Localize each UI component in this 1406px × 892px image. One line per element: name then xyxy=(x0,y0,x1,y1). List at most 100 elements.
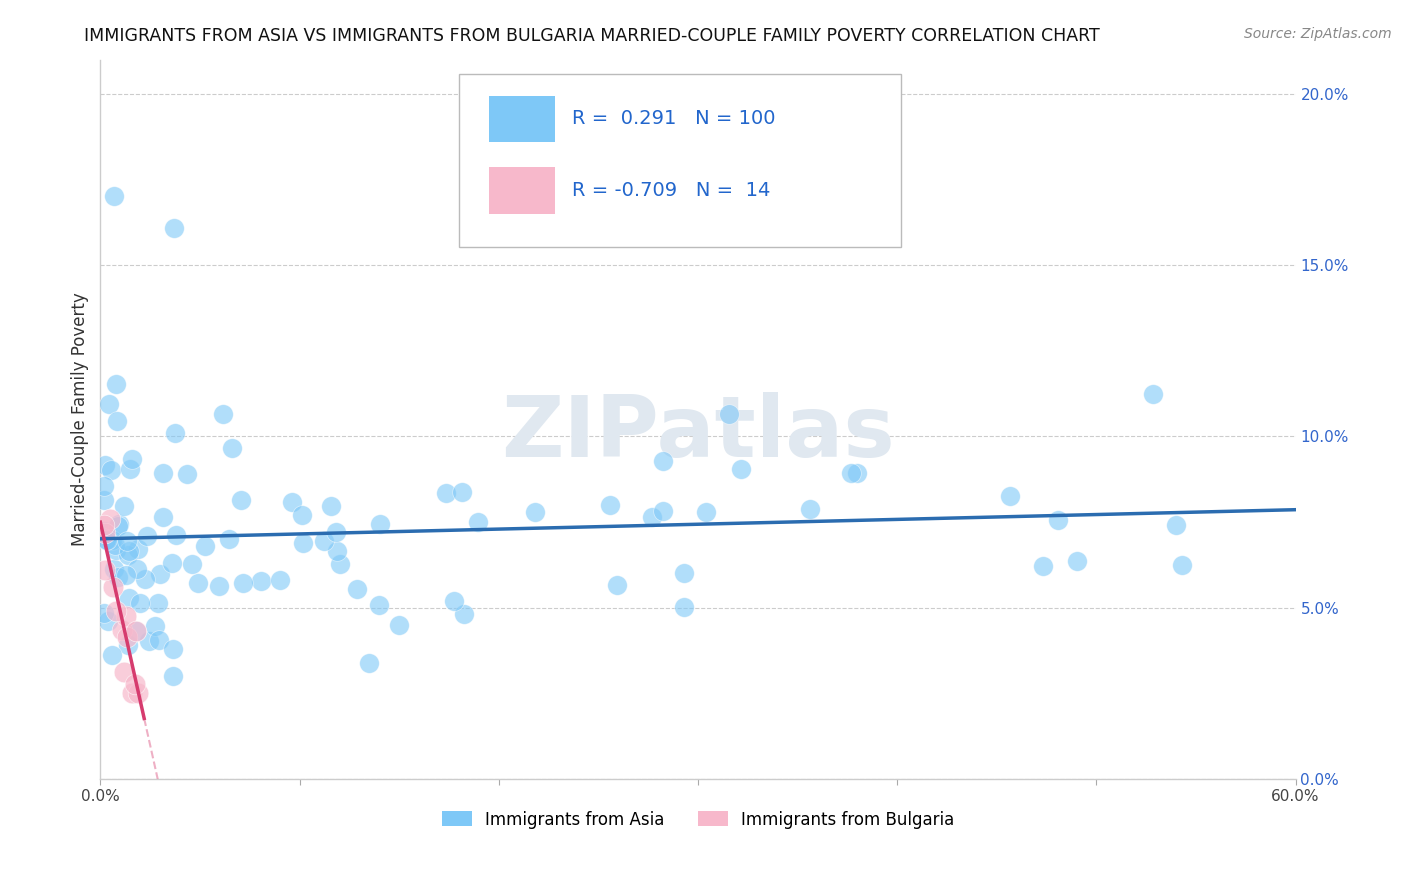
Point xyxy=(118,591,141,606)
Bar xyxy=(489,168,554,214)
Point xyxy=(194,539,217,553)
Point xyxy=(146,596,169,610)
Point xyxy=(118,544,141,558)
Point xyxy=(93,492,115,507)
Point xyxy=(115,630,138,644)
Point xyxy=(329,558,352,572)
Point xyxy=(127,686,149,700)
Point xyxy=(105,413,128,427)
Point xyxy=(208,579,231,593)
Legend: Immigrants from Asia, Immigrants from Bulgaria: Immigrants from Asia, Immigrants from Bu… xyxy=(434,804,960,835)
Point xyxy=(104,538,127,552)
Point xyxy=(162,641,184,656)
Point xyxy=(839,466,862,480)
Text: R = -0.709   N =  14: R = -0.709 N = 14 xyxy=(572,181,770,200)
Point xyxy=(148,633,170,648)
Point xyxy=(103,189,125,203)
Point xyxy=(325,524,347,539)
Point xyxy=(212,407,235,421)
Point xyxy=(115,534,138,549)
Point xyxy=(93,478,115,492)
Point xyxy=(162,220,184,235)
Point xyxy=(120,461,142,475)
Point xyxy=(672,566,695,581)
Point xyxy=(321,499,343,513)
Point xyxy=(176,467,198,481)
Point xyxy=(368,516,391,531)
Text: Source: ZipAtlas.com: Source: ZipAtlas.com xyxy=(1244,27,1392,41)
Point xyxy=(1170,558,1192,572)
Point xyxy=(640,510,662,524)
Point xyxy=(112,665,135,680)
Point xyxy=(103,562,125,576)
Point xyxy=(128,596,150,610)
Point xyxy=(97,615,120,629)
Point xyxy=(111,624,134,638)
Point xyxy=(163,426,186,441)
Point xyxy=(94,525,117,540)
Point xyxy=(152,510,174,524)
Point xyxy=(1032,559,1054,574)
Point xyxy=(105,377,128,392)
Point xyxy=(718,407,741,421)
Point xyxy=(218,533,240,547)
Point xyxy=(93,563,115,577)
Point xyxy=(124,677,146,691)
Point xyxy=(114,568,136,582)
Point xyxy=(149,566,172,581)
Point xyxy=(124,624,146,638)
Point xyxy=(467,515,489,529)
Point xyxy=(93,524,115,539)
Point xyxy=(1166,518,1188,533)
Point xyxy=(357,656,380,670)
Point xyxy=(96,533,118,547)
Point xyxy=(97,397,120,411)
Point xyxy=(121,686,143,700)
Point xyxy=(108,516,131,531)
Point xyxy=(134,572,156,586)
Point xyxy=(124,624,146,638)
Point xyxy=(799,501,821,516)
Point xyxy=(105,542,128,557)
Text: ZIPatlas: ZIPatlas xyxy=(501,392,894,475)
Point xyxy=(1066,554,1088,568)
Point xyxy=(165,528,187,542)
Point xyxy=(280,494,302,508)
Point xyxy=(103,580,125,594)
FancyBboxPatch shape xyxy=(458,74,901,246)
Point xyxy=(651,453,673,467)
Point xyxy=(326,543,349,558)
Point xyxy=(221,441,243,455)
Point xyxy=(181,557,204,571)
Point xyxy=(107,569,129,583)
Point xyxy=(143,619,166,633)
Point xyxy=(232,575,254,590)
Point xyxy=(100,463,122,477)
Point xyxy=(115,609,138,624)
Point xyxy=(673,600,696,615)
Point xyxy=(94,458,117,472)
Point xyxy=(187,576,209,591)
Text: IMMIGRANTS FROM ASIA VS IMMIGRANTS FROM BULGARIA MARRIED-COUPLE FAMILY POVERTY C: IMMIGRANTS FROM ASIA VS IMMIGRANTS FROM … xyxy=(84,27,1099,45)
Point xyxy=(606,577,628,591)
Point xyxy=(269,573,291,587)
Point xyxy=(117,548,139,562)
Point xyxy=(1000,489,1022,503)
Point xyxy=(846,466,869,480)
Point xyxy=(292,536,315,550)
Point xyxy=(112,500,135,514)
Point xyxy=(599,498,621,512)
Point xyxy=(249,574,271,589)
Point xyxy=(1046,513,1069,527)
Point xyxy=(434,486,457,500)
Point xyxy=(229,493,252,508)
Point xyxy=(695,505,717,519)
Point xyxy=(730,462,752,476)
Point xyxy=(453,607,475,621)
Point xyxy=(107,519,129,533)
Text: R =  0.291   N = 100: R = 0.291 N = 100 xyxy=(572,109,776,128)
Point xyxy=(117,638,139,652)
Point xyxy=(93,517,115,532)
Point xyxy=(138,634,160,648)
Y-axis label: Married-Couple Family Poverty: Married-Couple Family Poverty xyxy=(72,293,89,546)
